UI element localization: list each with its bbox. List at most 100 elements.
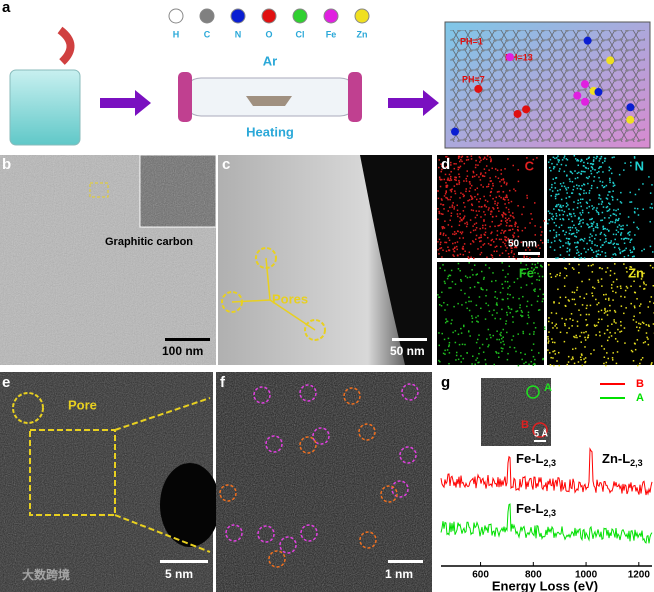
map-dot: [565, 158, 568, 160]
map-dot: [572, 319, 574, 321]
map-dot: [515, 310, 517, 313]
map-dot: [505, 320, 508, 322]
map-dot: [553, 221, 556, 224]
map-dot: [440, 170, 442, 173]
map-dot: [454, 330, 457, 332]
map-dot: [610, 242, 612, 244]
map-dot: [534, 358, 536, 361]
map-dot: [515, 257, 517, 260]
map-dot: [482, 158, 485, 160]
map-dot: [612, 352, 614, 354]
map-dot: [494, 317, 496, 320]
map-dot: [475, 304, 478, 307]
map-dot: [629, 239, 632, 241]
map-dot: [542, 298, 544, 300]
map-dot: [495, 352, 498, 354]
map-dot: [450, 215, 452, 217]
map-dot: [490, 180, 492, 182]
map-dot: [575, 236, 578, 238]
map-dot: [600, 345, 603, 347]
map-dot: [567, 299, 570, 301]
map-dot: [632, 319, 635, 321]
map-dot: [587, 334, 590, 336]
map-dot: [480, 172, 482, 174]
map-dot: [478, 361, 480, 364]
map-dot: [588, 205, 591, 208]
map-dot: [576, 206, 579, 209]
map-dot: [477, 248, 479, 250]
map-dot: [542, 357, 544, 360]
map-dot: [506, 297, 509, 300]
map-dot: [484, 172, 487, 174]
map-dot: [634, 211, 636, 214]
map-dot: [467, 158, 470, 161]
map-dot: [460, 355, 462, 357]
map-dot: [570, 215, 573, 218]
map-dot: [636, 326, 638, 328]
map-dot: [488, 267, 491, 269]
map-dot: [478, 334, 480, 336]
map-dot: [606, 352, 608, 354]
map-dot: [643, 287, 646, 290]
map-dot: [595, 234, 597, 236]
map-dot: [490, 158, 492, 160]
map-dot: [573, 224, 575, 227]
map-dot: [551, 183, 553, 186]
map-dot: [640, 278, 643, 280]
map-dot: [595, 209, 598, 212]
map-dot: [507, 287, 509, 289]
map-dot: [620, 324, 622, 327]
map-dot: [448, 274, 451, 276]
map-dot: [579, 356, 582, 358]
map-dot: [604, 160, 606, 162]
map-dot: [477, 164, 479, 166]
map-dot: [548, 264, 550, 266]
map-dot: [460, 332, 463, 334]
map-dot: [588, 189, 591, 192]
map-dot: [603, 362, 605, 365]
map-dot: [457, 268, 460, 270]
map-dot: [579, 160, 582, 163]
map-dot: [565, 187, 567, 189]
map-dot: [620, 238, 623, 240]
map-dot: [596, 223, 598, 225]
map-dot: [517, 235, 520, 238]
map-dot: [443, 208, 445, 210]
map-dot: [483, 243, 486, 245]
map-dot: [439, 304, 441, 306]
map-dot: [586, 158, 588, 160]
map-dot: [472, 209, 475, 212]
map-dot: [574, 235, 576, 237]
map-dot: [596, 226, 599, 229]
map-dot: [447, 337, 450, 340]
map-dot: [626, 287, 629, 289]
map-dot: [548, 331, 550, 333]
map-dot: [504, 276, 507, 278]
map-dot: [574, 241, 576, 244]
map-dot: [549, 212, 551, 215]
map-dot: [441, 256, 443, 258]
map-dot: [565, 318, 567, 321]
map-dot: [566, 159, 569, 161]
map-dot: [603, 294, 605, 296]
map-dot: [603, 348, 606, 350]
map-dot: [534, 225, 536, 227]
map-dot: [630, 349, 633, 352]
map-dot: [504, 242, 506, 245]
pore-circle: [255, 247, 277, 269]
map-dot: [502, 336, 504, 339]
map-dot: [441, 332, 443, 335]
map-dot: [578, 193, 581, 195]
map-dot: [480, 288, 483, 290]
map-dot: [557, 193, 560, 195]
map-dot: [555, 323, 558, 326]
element-label: Fe: [326, 29, 337, 39]
map-dot: [440, 213, 443, 215]
map-dot: [457, 262, 460, 265]
peak-label: Zn-L2,3: [602, 451, 643, 468]
map-dot: [500, 341, 502, 344]
map-dot: [442, 226, 445, 228]
map-dot: [577, 218, 580, 220]
map-dot: [478, 200, 480, 203]
map-dot: [559, 188, 561, 191]
